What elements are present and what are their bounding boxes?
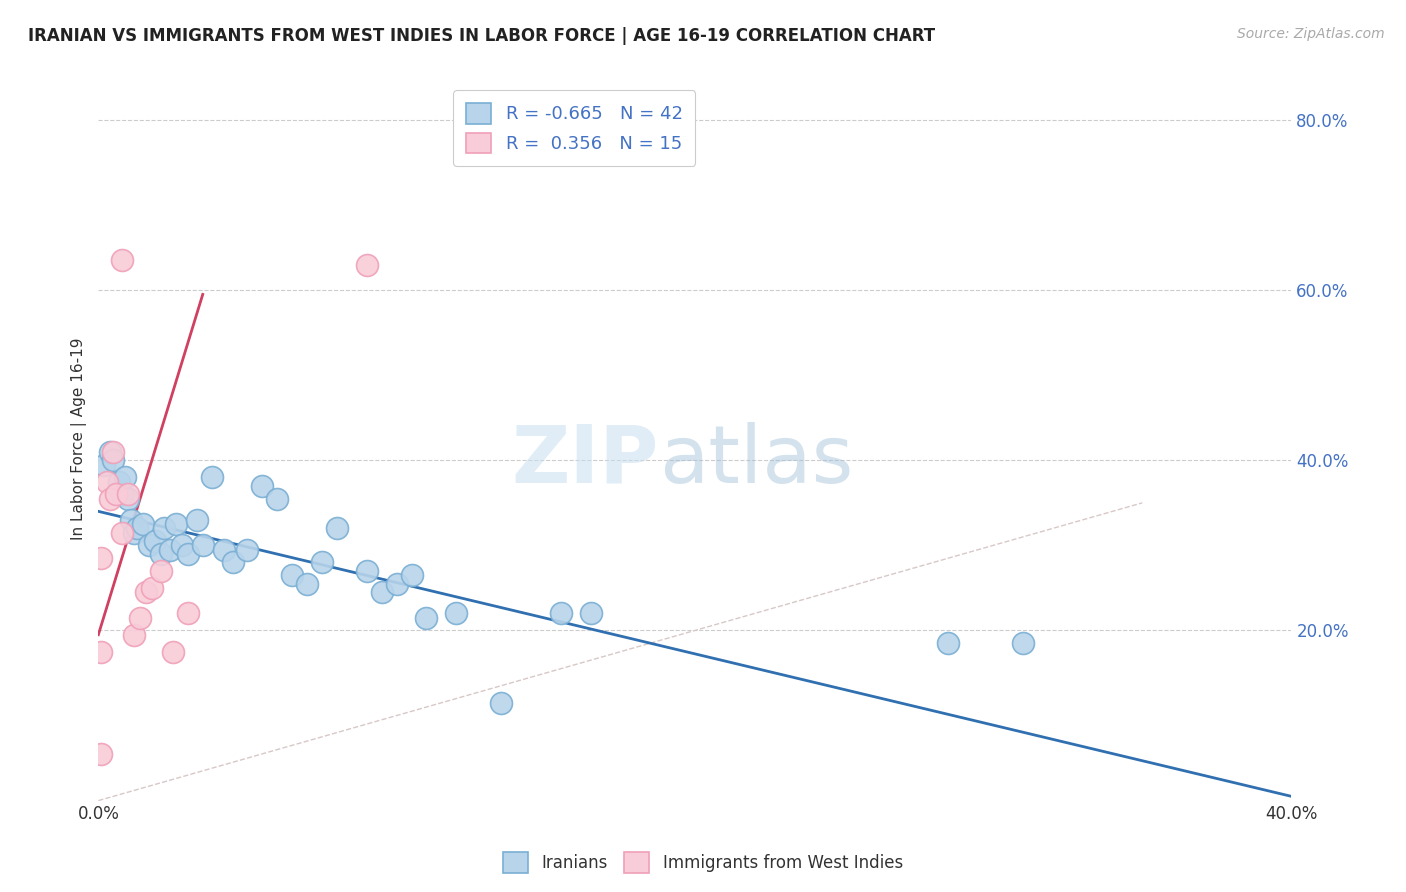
Point	[266, 491, 288, 506]
Point	[489, 696, 512, 710]
Point	[356, 564, 378, 578]
Point	[93, 458, 115, 472]
Legend: Iranians, Immigrants from West Indies: Iranians, Immigrants from West Indies	[496, 846, 910, 880]
Point	[311, 555, 333, 569]
Point	[385, 576, 408, 591]
Point	[177, 607, 200, 621]
Point	[370, 585, 392, 599]
Point	[98, 491, 121, 506]
Point	[165, 517, 187, 532]
Point	[415, 610, 437, 624]
Point	[111, 253, 134, 268]
Legend: R = -0.665   N = 42, R =  0.356   N = 15: R = -0.665 N = 42, R = 0.356 N = 15	[453, 90, 696, 166]
Point	[153, 521, 176, 535]
Point	[98, 444, 121, 458]
Point	[143, 534, 166, 549]
Point	[191, 538, 214, 552]
Point	[212, 542, 235, 557]
Point	[114, 470, 136, 484]
Point	[96, 475, 118, 489]
Point	[186, 513, 208, 527]
Point	[252, 479, 274, 493]
Point	[177, 547, 200, 561]
Point	[1012, 636, 1035, 650]
Text: ZIP: ZIP	[512, 422, 659, 500]
Point	[401, 568, 423, 582]
Point	[170, 538, 193, 552]
Point	[108, 475, 131, 489]
Point	[90, 747, 112, 761]
Point	[579, 607, 602, 621]
Text: atlas: atlas	[659, 422, 853, 500]
Point	[127, 521, 149, 535]
Point	[141, 581, 163, 595]
Point	[105, 487, 128, 501]
Point	[90, 645, 112, 659]
Point	[129, 610, 152, 624]
Point	[122, 525, 145, 540]
Point	[162, 645, 184, 659]
Point	[446, 607, 468, 621]
Point	[938, 636, 960, 650]
Point	[117, 487, 139, 501]
Point	[117, 491, 139, 506]
Point	[103, 444, 125, 458]
Text: Source: ZipAtlas.com: Source: ZipAtlas.com	[1237, 27, 1385, 41]
Point	[295, 576, 318, 591]
Point	[120, 513, 142, 527]
Point	[550, 607, 572, 621]
Point	[236, 542, 259, 557]
Point	[138, 538, 160, 552]
Point	[159, 542, 181, 557]
Point	[281, 568, 304, 582]
Y-axis label: In Labor Force | Age 16-19: In Labor Force | Age 16-19	[72, 338, 87, 541]
Point	[135, 585, 157, 599]
Text: IRANIAN VS IMMIGRANTS FROM WEST INDIES IN LABOR FORCE | AGE 16-19 CORRELATION CH: IRANIAN VS IMMIGRANTS FROM WEST INDIES I…	[28, 27, 935, 45]
Point	[111, 525, 134, 540]
Point	[122, 628, 145, 642]
Point	[103, 453, 125, 467]
Point	[150, 547, 173, 561]
Point	[90, 551, 112, 566]
Point	[150, 564, 173, 578]
Point	[201, 470, 224, 484]
Point	[356, 258, 378, 272]
Point	[132, 517, 155, 532]
Point	[221, 555, 243, 569]
Point	[326, 521, 349, 535]
Point	[111, 487, 134, 501]
